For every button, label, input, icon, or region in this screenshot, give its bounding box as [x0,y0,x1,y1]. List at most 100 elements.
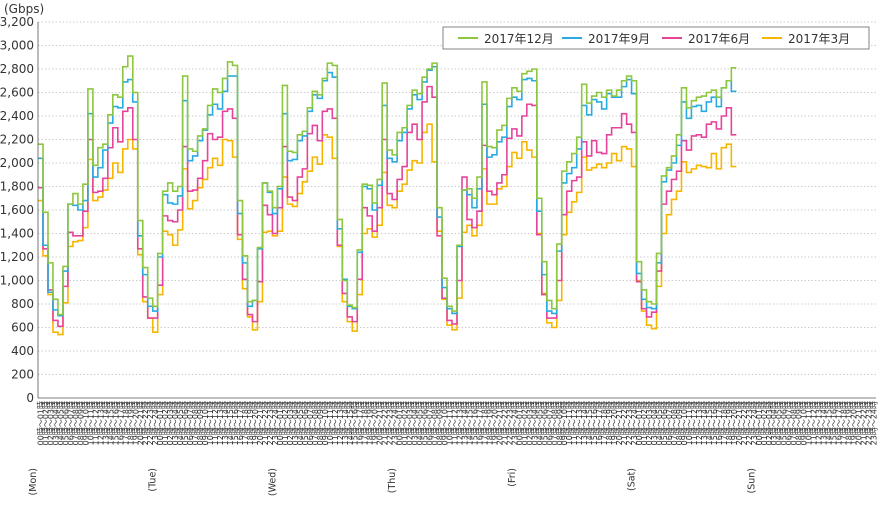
x-tick-label: 11時～12時 [570,401,579,445]
x-tick-label: 09時～10時 [441,401,450,445]
x-tick-label: 20時～21時 [495,401,504,445]
x-tick-label: 22時～23時 [386,401,395,445]
x-tick-label: 18時～19時 [366,401,375,445]
x-tick-label: 05時～06時 [421,401,430,445]
x-tick-label: 08時～09時 [795,401,804,445]
legend-label: 2017年9月 [588,32,650,46]
x-tick-label: 09時～10時 [800,401,809,445]
x-tick-label: 11時～12時 [810,401,819,445]
x-tick-label: 13時～14時 [341,401,350,445]
x-tick-label: 22時～23時 [865,401,874,445]
x-tick-label: 18時～19時 [246,401,255,445]
x-tick-label: 22時～23時 [266,401,275,445]
x-tick-label: 03時～04時 [291,401,300,445]
x-tick-label: 06時～07時 [665,401,674,445]
x-tick-label: 14時～15時 [106,401,115,445]
x-tick-label: 19時～20時 [490,401,499,445]
x-tick-label: 23時～24時 [391,401,400,445]
x-tick-label: 01時～02時 [760,401,769,445]
x-tick-label: 05時～06時 [660,401,669,445]
x-tick-label: 00時～01時 [515,401,524,445]
x-tick-label: 00時～01時 [36,401,45,445]
y-tick-label: 2,400 [0,109,34,123]
x-tick-layer: 00時～01時01時～02時02時～03時03時～04時04時～05時05時～0… [28,401,878,496]
x-tick-label: 07時～08時 [311,401,320,445]
x-tick-label: 04時～05時 [535,401,544,445]
series-line [38,55,737,316]
x-tick-label: 19時～20時 [251,401,260,445]
x-tick-label: 19時～20時 [730,401,739,445]
x-tick-label: 06時～07時 [785,401,794,445]
x-tick-label: 01時～02時 [281,401,290,445]
x-tick-label: 21時～22時 [860,401,869,445]
x-tick-label: 14時～15時 [585,401,594,445]
x-tick-label: 10時～11時 [685,401,694,445]
x-tick-label: 18時～19時 [126,401,135,445]
x-tick-label: 23時～24時 [271,401,280,445]
x-tick-label: 14時～15時 [226,401,235,445]
x-tick-label: 00時～01時 [276,401,285,445]
x-tick-label: 16時～17時 [835,401,844,445]
legend-item: 2017年12月 [458,32,554,46]
x-tick-label: 21時～22時 [381,401,390,445]
x-tick-label: 00時～01時 [156,401,165,445]
x-tick-label: 06時～07時 [426,401,435,445]
x-tick-label: 09時～10時 [680,401,689,445]
x-tick-label: 06時～07時 [66,401,75,445]
x-tick-label: 05時～06時 [61,401,70,445]
x-tick-label: 03時～04時 [51,401,60,445]
day-label: (Mon) [28,468,39,495]
x-tick-label: 08時～09時 [316,401,325,445]
x-tick-label: 15時～16時 [231,401,240,445]
x-tick-label: 06時～07時 [186,401,195,445]
day-label: (Sun) [746,468,757,494]
x-tick-label: 22時～23時 [745,401,754,445]
x-tick-label: 16時～17時 [116,401,125,445]
legend: 2017年12月 2017年9月 2017年6月 2017年3月 [442,26,870,50]
x-tick-label: 07時～08時 [790,401,799,445]
y-tick-label: 2,600 [0,86,34,100]
legend-item: 2017年9月 [562,32,650,46]
y-tick-label: 2,000 [0,156,34,170]
x-tick-label: 11時～12時 [91,401,100,445]
x-tick-label: 09時～10時 [560,401,569,445]
x-tick-label: 04時～05時 [655,401,664,445]
x-tick-label: 14時～15時 [465,401,474,445]
x-tick-label: 14時～15時 [825,401,834,445]
x-tick-label: 17時～18時 [480,401,489,445]
x-tick-label: 12時～13時 [96,401,105,445]
x-tick-label: 00時～01時 [635,401,644,445]
y-tick-label: 1,600 [0,203,34,217]
day-label: (Fri) [507,468,518,487]
x-tick-label: 23時～24時 [510,401,519,445]
x-tick-label: 15時～16時 [351,401,360,445]
x-tick-label: 13時～14時 [460,401,469,445]
legend-item: 2017年3月 [762,32,850,46]
x-tick-label: 15時～16時 [590,401,599,445]
x-tick-label: 02時～03時 [406,401,415,445]
x-tick-label: 13時～14時 [221,401,230,445]
x-tick-label: 00時～01時 [396,401,405,445]
x-tick-label: 12時～13時 [216,401,225,445]
x-tick-label: 18時～19時 [725,401,734,445]
x-tick-label: 01時～02時 [520,401,529,445]
x-tick-label: 02時～03時 [166,401,175,445]
y-tick-label: 200 [11,368,34,382]
x-tick-label: 03時～04時 [171,401,180,445]
x-tick-label: 15時～16時 [470,401,479,445]
x-tick-label: 11時～12時 [211,401,220,445]
x-tick-label: 23時～24時 [151,401,160,445]
x-tick-label: 20時～21時 [256,401,265,445]
y-tick-label: 600 [11,321,34,335]
x-tick-label: 21時～22時 [261,401,270,445]
x-tick-label: 12時～13時 [695,401,704,445]
x-tick-label: 00時～01時 [755,401,764,445]
x-tick-label: 10時～11時 [565,401,574,445]
y-tick-label: 1,800 [0,180,34,194]
x-tick-label: 17時～18時 [121,401,130,445]
x-tick-label: 19時～20時 [610,401,619,445]
x-tick-label: 08時～09時 [76,401,85,445]
x-tick-label: 05時～06時 [780,401,789,445]
